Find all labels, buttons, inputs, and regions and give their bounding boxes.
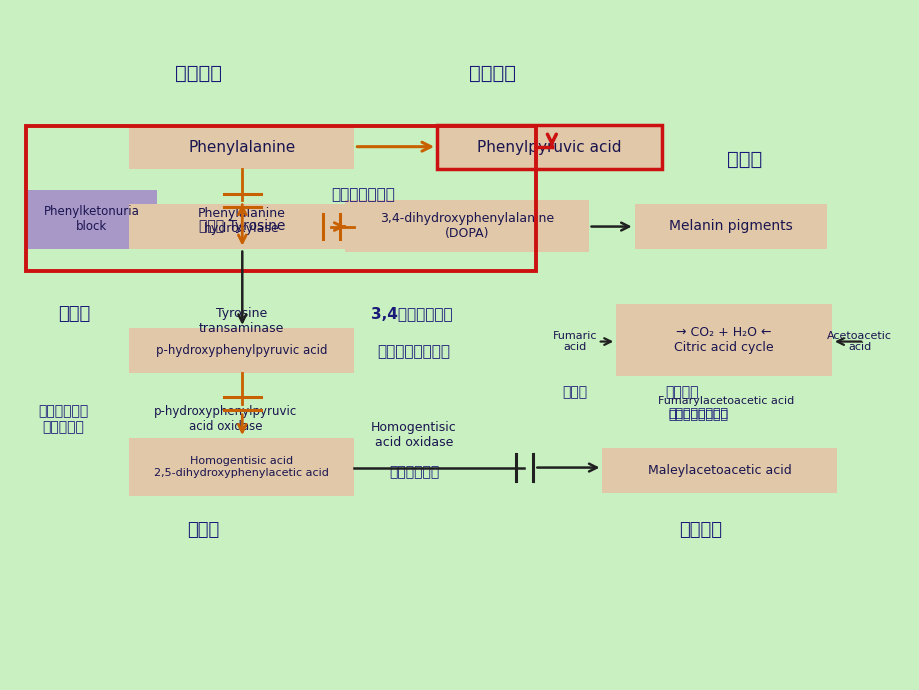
Text: 尿黑酸: 尿黑酸 bbox=[187, 520, 219, 539]
Text: 苯丙氨酸羟化酶: 苯丙氨酸羟化酶 bbox=[331, 188, 395, 202]
Text: Homogentisic
acid oxidase: Homogentisic acid oxidase bbox=[370, 420, 457, 448]
Text: Phenylalanine
hydroxylase: Phenylalanine hydroxylase bbox=[198, 207, 285, 235]
FancyBboxPatch shape bbox=[437, 125, 662, 170]
Text: 苯丙酮酸: 苯丙酮酸 bbox=[468, 63, 515, 83]
Text: Fumarylacetoacetic acid: Fumarylacetoacetic acid bbox=[658, 397, 794, 406]
Text: 酰氨酸 Tyrosine: 酰氨酸 Tyrosine bbox=[199, 219, 285, 233]
Text: 转氨酶: 转氨酶 bbox=[58, 305, 90, 323]
Text: Acetoacetic
acid: Acetoacetic acid bbox=[826, 331, 891, 353]
Text: 乙酰乙酸: 乙酰乙酸 bbox=[664, 385, 698, 399]
FancyBboxPatch shape bbox=[130, 328, 354, 373]
Text: 乙酰醋酸: 乙酰醋酸 bbox=[678, 520, 721, 539]
Text: 黑色素: 黑色素 bbox=[726, 150, 762, 168]
Text: Fumaric
acid: Fumaric acid bbox=[552, 331, 596, 353]
Text: 延胡素酰乙酰乙酸: 延胡素酰乙酰乙酸 bbox=[668, 408, 728, 422]
FancyBboxPatch shape bbox=[602, 448, 835, 493]
Text: Phenylpyruvic acid: Phenylpyruvic acid bbox=[477, 139, 621, 155]
Text: 苯丙氨酸: 苯丙氨酸 bbox=[175, 63, 221, 83]
Text: 对羟甲基苯丙
酮酸氧化酶: 对羟甲基苯丙 酮酸氧化酶 bbox=[38, 404, 88, 435]
Text: 尿黑酸氧化酶: 尿黑酸氧化酶 bbox=[389, 465, 438, 480]
Text: p-hydroxyphenylpyruvic
acid oxidase: p-hydroxyphenylpyruvic acid oxidase bbox=[154, 405, 297, 433]
FancyBboxPatch shape bbox=[634, 204, 826, 248]
FancyBboxPatch shape bbox=[616, 304, 831, 376]
FancyBboxPatch shape bbox=[345, 200, 588, 252]
FancyBboxPatch shape bbox=[130, 204, 354, 248]
Text: Homogentisic acid
2,5-dihydroxyphenylacetic acid: Homogentisic acid 2,5-dihydroxyphenylace… bbox=[154, 456, 329, 478]
Text: 3,4-dihydroxyphenylalanine
(DOPA): 3,4-dihydroxyphenylalanine (DOPA) bbox=[380, 213, 553, 240]
Text: Phenylketonuria
block: Phenylketonuria block bbox=[43, 206, 140, 233]
Text: 延胡素酰乙酰乙酸: 延胡素酰乙酰乙酸 bbox=[668, 407, 728, 420]
Text: p-hydroxyphenylpyruvic acid: p-hydroxyphenylpyruvic acid bbox=[156, 344, 327, 357]
Text: Tyrosine
transaminase: Tyrosine transaminase bbox=[199, 307, 284, 335]
Text: 3,4二羟苯丙氨酸: 3,4二羟苯丙氨酸 bbox=[371, 306, 452, 322]
Text: Maleylacetoacetic acid: Maleylacetoacetic acid bbox=[647, 464, 790, 477]
FancyBboxPatch shape bbox=[130, 438, 354, 497]
Text: Phenylalanine: Phenylalanine bbox=[188, 139, 295, 155]
Text: Melanin pigments: Melanin pigments bbox=[668, 219, 792, 233]
FancyBboxPatch shape bbox=[130, 125, 354, 170]
Text: 对羟甲基苯丙酮酸: 对羟甲基苯丙酮酸 bbox=[377, 344, 450, 359]
Text: → CO₂ + H₂O ←
Citric acid cycle: → CO₂ + H₂O ← Citric acid cycle bbox=[674, 326, 773, 354]
FancyBboxPatch shape bbox=[27, 190, 156, 248]
Text: 延胡酸: 延胡酸 bbox=[562, 385, 586, 399]
